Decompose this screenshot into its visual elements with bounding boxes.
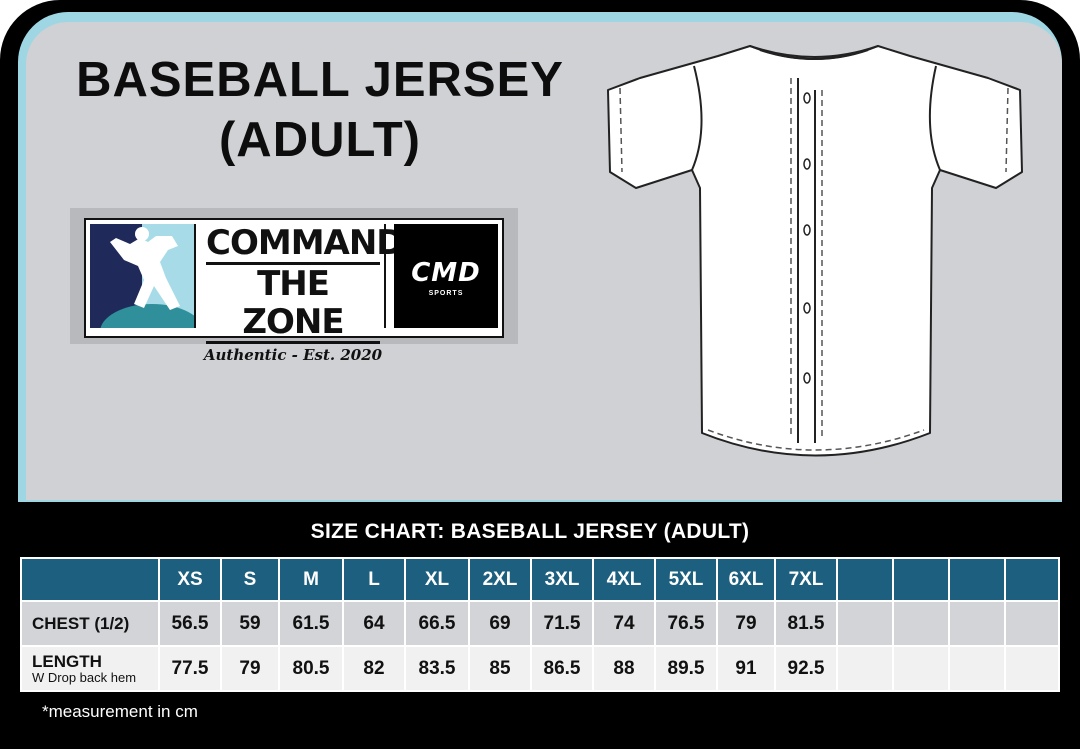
title-line-2: (ADULT) [218, 113, 422, 167]
size-header-cell: M [278, 557, 344, 602]
header-blank [1004, 557, 1060, 602]
chest-row: CHEST (1/2) 56.5 59 61.5 64 66.5 69 71.5… [20, 600, 1060, 647]
page-title: BASEBALL JERSEY (ADULT) [30, 50, 610, 170]
logo-badge: COMMAND THE ZONE Authentic - Est. 2020 C… [84, 218, 504, 364]
size-header-cell: XS [158, 557, 222, 602]
empty-cell [948, 600, 1006, 647]
header-blank [892, 557, 950, 602]
empty-cell [1004, 645, 1060, 692]
chest-cell: 61.5 [278, 600, 344, 647]
logo-line-2: THE ZONE [206, 265, 380, 344]
length-cell: 77.5 [158, 645, 222, 692]
length-cell: 91 [716, 645, 776, 692]
empty-cell [948, 645, 1006, 692]
title-line-1: BASEBALL JERSEY [76, 53, 564, 107]
length-sublabel: W Drop back hem [32, 669, 137, 685]
length-cell: 88 [592, 645, 656, 692]
length-cell: 89.5 [654, 645, 718, 692]
length-cell: 85 [468, 645, 532, 692]
size-header-cell: 4XL [592, 557, 656, 602]
cmd-brand: CMD [411, 258, 481, 288]
length-label: LENGTH W Drop back hem [20, 645, 160, 692]
chest-cell: 81.5 [774, 600, 838, 647]
length-cell: 83.5 [404, 645, 470, 692]
logo-line-1: COMMAND [206, 223, 405, 265]
chest-cell: 64 [342, 600, 406, 647]
chest-cell: 74 [592, 600, 656, 647]
chest-cell: 59 [220, 600, 280, 647]
chest-label: CHEST (1/2) [20, 600, 160, 647]
chest-cell: 76.5 [654, 600, 718, 647]
chest-cell: 69 [468, 600, 532, 647]
cmd-brand-sub: SPORTS [428, 290, 464, 297]
chest-cell: 79 [716, 600, 776, 647]
empty-cell [892, 645, 950, 692]
length-cell: 79 [220, 645, 280, 692]
chest-cell: 56.5 [158, 600, 222, 647]
length-cell: 80.5 [278, 645, 344, 692]
length-cell: 92.5 [774, 645, 838, 692]
size-chart-title: SIZE CHART: BASEBALL JERSEY (ADULT) [310, 520, 750, 543]
size-header-cell: 3XL [530, 557, 594, 602]
empty-cell [892, 600, 950, 647]
empty-cell [836, 645, 894, 692]
empty-cell [1004, 600, 1060, 647]
logo-wordmark: COMMAND THE ZONE Authentic - Est. 2020 [202, 223, 405, 364]
size-header-cell: L [342, 557, 406, 602]
chest-cell: 66.5 [404, 600, 470, 647]
header-blank [20, 557, 160, 602]
cmd-sports-logo: CMD SPORTS [394, 224, 498, 328]
logo-tagline: Authentic - Est. 2020 [203, 346, 383, 364]
size-header-cell: S [220, 557, 280, 602]
size-header-cell: 6XL [716, 557, 776, 602]
header-blank [948, 557, 1006, 602]
size-header-cell: 2XL [468, 557, 532, 602]
length-cell: 82 [342, 645, 406, 692]
pitcher-icon [90, 224, 196, 328]
size-header-cell: XL [404, 557, 470, 602]
length-label-text: LENGTH [32, 651, 102, 671]
size-header-row: XS S M L XL 2XL 3XL 4XL 5XL 6XL 7XL [20, 557, 1060, 602]
size-header-cell: 7XL [774, 557, 838, 602]
chest-cell: 71.5 [530, 600, 594, 647]
jersey-icon [600, 38, 1030, 483]
chest-label-text: CHEST (1/2) [32, 613, 130, 633]
brand-logo: COMMAND THE ZONE Authentic - Est. 2020 C… [70, 208, 518, 364]
length-row: LENGTH W Drop back hem 77.5 79 80.5 82 8… [20, 645, 1060, 692]
size-header-cell: 5XL [654, 557, 718, 602]
length-cell: 86.5 [530, 645, 594, 692]
measurement-note: *measurement in cm [42, 702, 198, 721]
header-blank [836, 557, 894, 602]
empty-cell [836, 600, 894, 647]
size-chart-table: XS S M L XL 2XL 3XL 4XL 5XL 6XL 7XL CHES… [20, 557, 1060, 692]
